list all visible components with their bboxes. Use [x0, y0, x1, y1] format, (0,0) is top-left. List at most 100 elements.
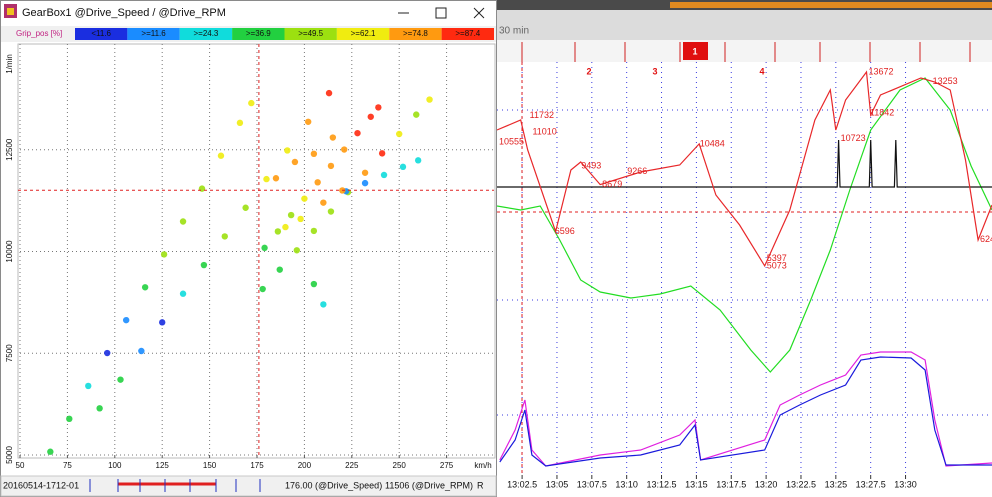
color-swatch [336, 28, 390, 40]
x-tick-label: 100 [108, 461, 122, 470]
close-button[interactable] [473, 7, 485, 19]
point [287, 211, 295, 219]
status-bar [0, 475, 497, 497]
x-tick-label: 200 [298, 461, 312, 470]
color-level-label: >=74.8 [403, 29, 428, 38]
x-tick-label: 13:17.5 [716, 479, 746, 489]
maximize-button[interactable] [435, 7, 447, 19]
time-axis [497, 475, 992, 497]
points [47, 89, 433, 455]
value-annotation: 6241 [980, 234, 992, 244]
value-annotation: 9266 [627, 166, 647, 176]
point [375, 104, 382, 111]
point [341, 146, 348, 153]
point [414, 157, 422, 164]
cursor [18, 44, 494, 455]
point [354, 129, 361, 137]
point [104, 349, 111, 357]
color-swatch [284, 28, 337, 40]
traces [497, 70, 992, 467]
point [96, 405, 103, 412]
x-tick-label: 13:02.5 [507, 479, 537, 489]
color-level-label: >=36.9 [246, 29, 271, 38]
x-tick-label: 275 [440, 461, 454, 470]
value-annotation: 10555 [499, 137, 524, 147]
point [413, 111, 420, 118]
point [396, 130, 403, 138]
x-tick-label: 150 [203, 461, 217, 470]
x-tick-label: 250 [393, 461, 407, 470]
status-speed: 176.00 (@Drive_Speed) [285, 480, 382, 490]
color-level-label: >=11.6 [141, 29, 166, 38]
point [325, 89, 333, 97]
x-tick-label: 13:12.5 [647, 479, 677, 489]
x-tick-label: 13:10 [615, 479, 638, 489]
title-bar[interactable] [1, 1, 496, 25]
point [160, 251, 168, 258]
point [138, 347, 145, 355]
point [282, 223, 289, 231]
status-file: 20160514-1712-01 [3, 480, 79, 490]
value-annotation: 10723 [841, 133, 866, 143]
x-tick-label: 13:27.5 [856, 479, 886, 489]
axes: 50 75 100 125 150 175 200 225 250 275 5000 7500 1000… [5, 138, 454, 470]
point [327, 162, 335, 170]
value-annotation: 13253 [933, 76, 958, 86]
x-tick-label: 125 [156, 461, 170, 470]
point [179, 290, 187, 297]
lap-box [683, 42, 708, 60]
point [314, 179, 321, 186]
point [293, 247, 301, 254]
point [259, 285, 266, 293]
color-level-label: >=49.5 [298, 29, 323, 38]
value-annotation: 11010 [532, 126, 556, 136]
x-tick-label: 75 [63, 461, 72, 470]
lap-label: 1 [692, 46, 697, 56]
color-level-label: >=62.1 [351, 29, 376, 38]
x-tick-label: 13:07.5 [577, 479, 607, 489]
point [117, 376, 124, 383]
lap-strip [497, 40, 992, 62]
point [361, 169, 369, 176]
point [291, 158, 299, 166]
value-annotation: 8679 [602, 179, 622, 189]
x-tick-label: 13:30 [894, 479, 917, 489]
point [122, 316, 130, 324]
color-swatch [179, 28, 233, 40]
point [284, 147, 291, 154]
x-tick-label: 13:25 [825, 479, 848, 489]
point [276, 266, 283, 273]
x-tick-label: 13:22.5 [786, 479, 816, 489]
app-icon-inner [7, 8, 14, 15]
lap-ticks [521, 42, 971, 62]
value-annotation: 10484 [700, 138, 725, 148]
lap-label: 2 [586, 66, 591, 76]
point [66, 415, 73, 423]
point [310, 280, 318, 288]
point [248, 99, 255, 107]
window-title: GearBox1 @Drive_Speed / @Drive_RPM [22, 7, 226, 19]
trace [499, 351, 992, 467]
y-tick-label: 12500 [5, 138, 14, 161]
point [426, 96, 433, 103]
plot-area [497, 62, 992, 475]
x-axis-label: km/h [474, 461, 491, 470]
point [310, 150, 318, 158]
point [198, 185, 206, 192]
time-axis-labels: 13:02.5 13:05 13:07.5 13:10 13:12.5 13:15 13:1… [507, 475, 917, 489]
progress-bar [670, 2, 992, 8]
color-level-label: <11.6 [91, 29, 111, 38]
point [47, 448, 54, 455]
point [263, 175, 270, 183]
color-swatch [232, 28, 285, 40]
y-tick-label: 5000 [5, 446, 14, 464]
lap-label: 3 [652, 66, 657, 76]
x-tick-label: 13:15 [685, 479, 708, 489]
point [200, 261, 208, 269]
point [236, 119, 244, 127]
point [221, 233, 228, 240]
y-tick-label: 7500 [5, 344, 14, 362]
point [242, 204, 249, 211]
color-level-label: >=87.4 [455, 29, 480, 38]
point [297, 215, 304, 223]
